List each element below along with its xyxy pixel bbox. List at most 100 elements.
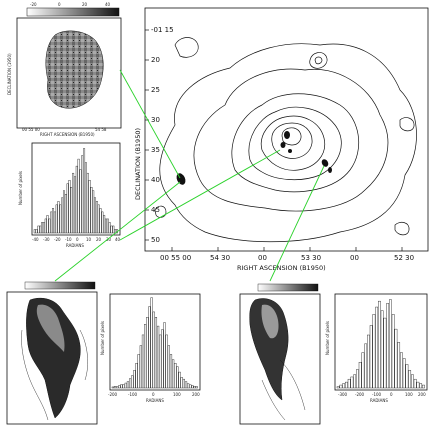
br-hist-xtick-4: 100 — [405, 392, 413, 397]
histogram-bar — [108, 222, 111, 234]
histogram-bar — [64, 194, 67, 234]
histogram-bar — [184, 381, 188, 389]
histogram-bar — [84, 162, 87, 234]
histogram-bar — [389, 299, 392, 389]
histogram-bar — [112, 225, 115, 234]
main-contour-map: 00 55 00 54 30 00 53 30 00 52 30 RIGHT A… — [134, 7, 429, 272]
tl-histogram-bars — [33, 148, 118, 234]
histogram-bar — [88, 179, 91, 234]
bottom-left-panel: Number of pixels RADIANS -200 -100 0 100… — [6, 281, 201, 425]
histogram-bar — [163, 322, 166, 389]
histogram-bar — [144, 324, 147, 389]
br-rm-structure-gray — [261, 304, 279, 339]
histogram-bar — [72, 172, 75, 234]
contour-3 — [231, 93, 360, 193]
histogram-bar — [94, 197, 97, 234]
histogram-bar — [53, 211, 56, 234]
histogram-bar — [336, 386, 340, 389]
histogram-bar — [79, 169, 82, 234]
main-x-tick-5: 52 30 — [394, 254, 414, 262]
histogram-bar — [165, 334, 168, 389]
tl-map-xtick-1: 54 58 — [95, 127, 107, 132]
histogram-bar — [405, 364, 409, 389]
br-colorbar — [257, 283, 319, 292]
main-y-tick-1: 20 — [151, 56, 160, 64]
histogram-bar — [400, 352, 403, 389]
br-hist-frame — [334, 293, 428, 391]
histogram-bar — [413, 378, 417, 389]
histogram-bar — [70, 187, 73, 234]
histogram-bar — [77, 158, 80, 234]
histogram-bar — [171, 359, 175, 389]
tl-colorbar — [26, 7, 120, 17]
histogram-bar — [422, 384, 425, 389]
histogram-bar — [176, 366, 179, 389]
histogram-bar — [118, 385, 121, 389]
main-y-tick-6: 45 — [151, 206, 160, 214]
bl-rm-structure — [26, 297, 81, 419]
histogram-bar — [110, 225, 113, 234]
main-y-tick-4: 35 — [151, 146, 160, 154]
histogram-bar — [378, 300, 381, 389]
histogram-bar — [358, 362, 362, 389]
main-y-label: DECLINATION (B1950) — [134, 128, 142, 200]
tl-hist-frame — [31, 142, 121, 236]
tl-hist-xtick-1: -30 — [43, 237, 50, 242]
contour-5 — [260, 115, 326, 171]
histogram-bar — [191, 385, 194, 389]
tl-hist-xtick-4: 0 — [76, 237, 79, 242]
contour-blob-e — [399, 117, 415, 132]
histogram-bar — [131, 375, 134, 389]
histogram-bar — [364, 343, 368, 389]
histogram-bar — [178, 371, 181, 389]
histogram-bar — [180, 377, 183, 389]
tl-map-xtick-0: 00 55 00 — [22, 127, 40, 132]
histogram-bar — [37, 225, 40, 234]
bl-map-frame — [6, 291, 98, 425]
br-hist-xtick-0: -300 — [338, 392, 348, 397]
main-x-tick-0: 00 55 00 — [160, 254, 191, 262]
bl-rm-structure-gray — [36, 304, 65, 352]
histogram-bar — [99, 208, 102, 234]
histogram-bar — [397, 342, 401, 389]
main-x-tick-4: 00 — [350, 254, 359, 262]
histogram-bar — [383, 317, 387, 389]
histogram-bar — [92, 190, 95, 234]
histogram-bar — [419, 383, 423, 389]
tl-hist-xlabel: RADIANS — [66, 243, 84, 248]
histogram-bar — [361, 352, 365, 389]
histogram-bar — [342, 383, 346, 389]
histogram-bar — [52, 208, 55, 234]
tl-hist-xtick-7: 30 — [106, 237, 112, 242]
main-y-tick-2: 25 — [151, 86, 160, 94]
histogram-bar — [95, 201, 98, 234]
histogram-bar — [369, 325, 373, 389]
histogram-bar — [408, 370, 412, 389]
histogram-bar — [33, 229, 36, 234]
tl-hist-ylabel: Number of pixels — [18, 171, 23, 205]
histogram-bar — [367, 334, 370, 389]
histogram-bar — [402, 358, 406, 389]
histogram-bar — [86, 172, 89, 234]
histogram-bar — [139, 345, 142, 389]
histogram-bar — [137, 354, 140, 389]
histogram-bar — [126, 381, 130, 389]
main-map-frame — [144, 7, 429, 252]
histogram-bar — [380, 310, 384, 389]
histogram-bar — [61, 197, 64, 234]
histogram-bar — [350, 376, 354, 389]
bl-histogram-bars — [111, 297, 198, 389]
br-hist-xtick-3: 0 — [390, 392, 393, 397]
bl-hist-xtick-2: -100 — [128, 392, 138, 397]
histogram-bar — [133, 370, 136, 389]
br-contour — [261, 359, 306, 421]
histogram-bar — [83, 148, 86, 234]
histogram-bar — [59, 204, 62, 234]
contour-blob-se — [394, 221, 410, 236]
contour-6 — [271, 122, 313, 159]
contour-north-source — [309, 52, 328, 69]
histogram-bar — [128, 378, 132, 389]
histogram-bar — [66, 183, 69, 234]
tl-hist-xtick-2: -20 — [54, 237, 61, 242]
histogram-bar — [167, 345, 170, 389]
